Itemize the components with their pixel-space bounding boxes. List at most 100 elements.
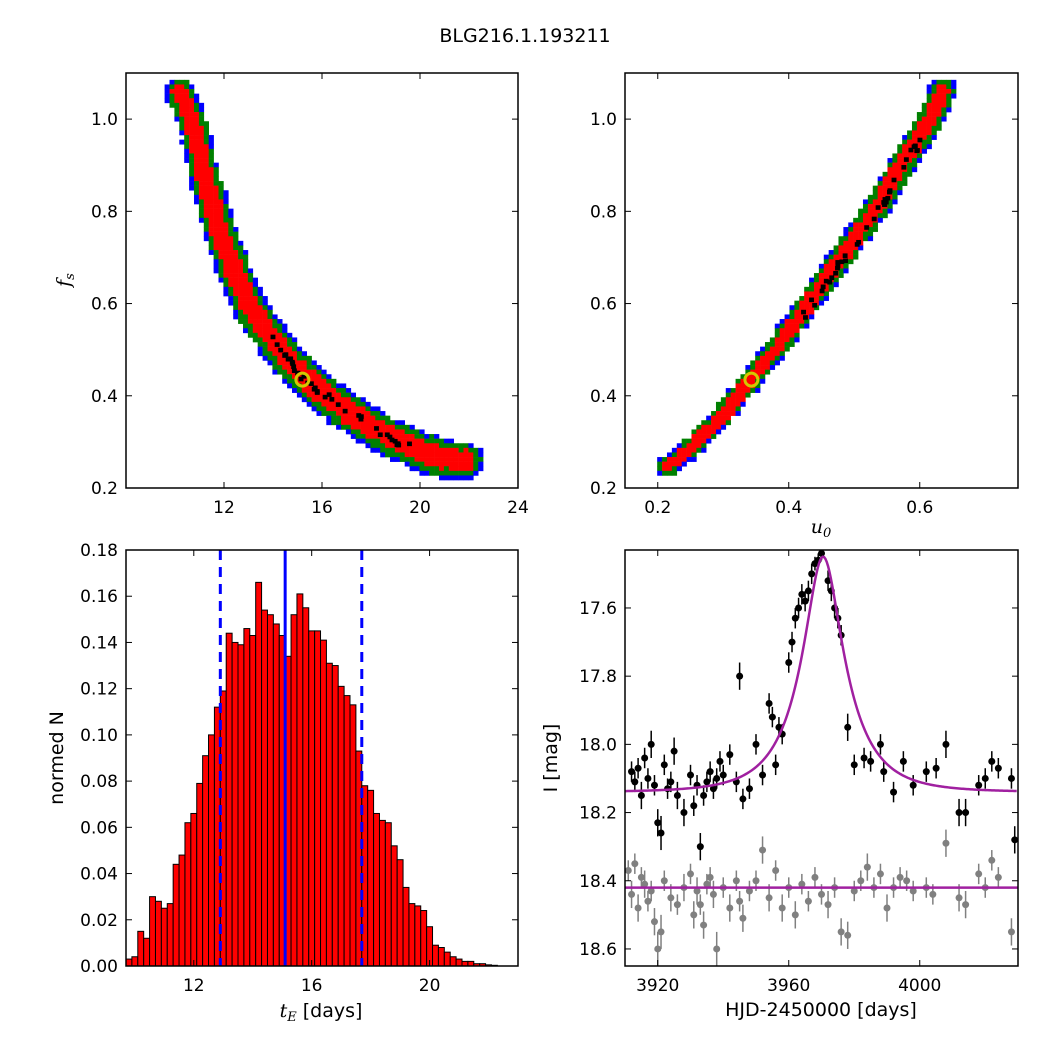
sigma1-cell <box>853 245 859 251</box>
sigma2-cell <box>194 102 200 108</box>
sigma2-cell <box>769 342 776 347</box>
sigma1-cell <box>194 121 200 127</box>
sigma2-cell <box>902 176 908 182</box>
sigma3-cell <box>926 84 932 90</box>
sigma2-cell <box>336 420 342 426</box>
sigma2-cell <box>169 84 175 90</box>
sigma1-cell <box>399 438 405 444</box>
sigma1-cell <box>316 392 322 398</box>
sigma2-cell <box>813 305 820 311</box>
sigma2-cell <box>213 181 219 186</box>
sigma1-cell <box>218 222 224 228</box>
sigma1-cell <box>233 259 239 265</box>
sigma1-cell <box>676 457 682 462</box>
sigma1-cell <box>671 461 678 467</box>
tr-xtick-label: 0.2 <box>644 498 671 518</box>
sigma2-cell <box>946 84 952 90</box>
sigma2-cell <box>921 139 927 145</box>
sigma2-cell <box>838 236 844 242</box>
sigma2-cell <box>233 231 239 237</box>
top-sample-cell <box>278 347 284 353</box>
sigma2-cell <box>872 185 878 191</box>
sigma2-cell <box>203 130 209 136</box>
sigma1-cell <box>247 282 254 288</box>
sigma3-cell <box>394 420 401 426</box>
sigma3-cell <box>760 346 766 352</box>
sigma2-cell <box>326 378 332 384</box>
sigma3-cell <box>666 452 673 458</box>
top-sample-cell <box>374 426 379 431</box>
model-curve <box>625 555 1017 793</box>
top-sample-cell <box>312 385 318 391</box>
sigma3-cell <box>951 84 957 90</box>
sigma3-cell <box>809 314 815 320</box>
sigma1-cell <box>858 227 864 232</box>
sigma2-cell <box>179 121 185 127</box>
sigma2-cell <box>931 125 937 131</box>
sigma1-cell <box>740 392 746 398</box>
tr-xtick-label: 0.6 <box>906 498 933 518</box>
sigma3-cell <box>951 93 957 99</box>
sigma2-cell <box>804 286 810 292</box>
sigma3-cell <box>208 144 214 150</box>
sigma1-cell <box>434 461 440 467</box>
sigma2-cell <box>730 388 736 393</box>
sigma1-cell <box>848 240 854 246</box>
event-point <box>641 754 649 762</box>
sigma3-cell <box>931 135 937 140</box>
br-ytick-label: 18.2 <box>579 804 617 824</box>
sigma1-cell <box>243 305 249 311</box>
sigma1-cell <box>184 112 190 117</box>
sigma1-cell <box>809 305 815 311</box>
sigma1-cell <box>429 457 435 462</box>
event-point <box>768 713 776 721</box>
sigma1-cell <box>390 429 396 435</box>
sigma2-cell <box>375 443 381 449</box>
sigma2-cell <box>867 231 874 237</box>
sigma1-cell <box>331 406 337 412</box>
sigma2-cell <box>872 227 878 232</box>
sigma1-cell <box>311 378 317 384</box>
sigma1-cell <box>194 125 200 131</box>
tr-ytick-label: 0.2 <box>590 479 617 499</box>
sigma2-cell <box>671 466 678 472</box>
bl-ytick-label: 0.10 <box>80 726 118 746</box>
sigma3-cell <box>287 332 293 338</box>
sigma3-cell <box>223 291 229 297</box>
sigma1-cell <box>198 135 205 140</box>
sigma1-cell <box>769 351 776 357</box>
sigma1-cell <box>194 176 200 182</box>
sigma2-cell <box>902 171 908 177</box>
sigma1-cell <box>936 93 942 99</box>
sigma1-cell <box>858 236 864 242</box>
sigma1-cell <box>725 397 731 403</box>
bl-ytick-label: 0.18 <box>80 541 118 561</box>
sigma3-cell <box>380 452 386 458</box>
sigma1-cell <box>174 98 180 104</box>
sigma1-cell <box>916 125 923 131</box>
sigma1-cell <box>882 185 888 191</box>
baseline-point <box>660 877 668 885</box>
sigma1-cell <box>360 406 366 412</box>
event-point <box>1007 774 1015 782</box>
sigma2-cell <box>238 254 244 260</box>
sigma3-cell <box>272 314 278 320</box>
sigma2-cell <box>218 181 224 186</box>
sigma1-cell <box>394 429 401 435</box>
sigma1-cell <box>218 236 224 242</box>
sigma2-cell <box>921 144 927 150</box>
sigma3-cell <box>267 360 273 366</box>
sigma2-cell <box>936 121 942 127</box>
sigma1-cell <box>897 167 903 173</box>
sigma1-cell <box>243 296 249 301</box>
sigma2-cell <box>375 438 381 444</box>
sigma3-cell <box>355 438 361 444</box>
sigma1-cell <box>360 411 366 416</box>
sigma2-cell <box>907 162 913 168</box>
sigma3-cell <box>468 443 474 449</box>
sigma3-cell <box>706 438 712 444</box>
sigma2-cell <box>691 452 697 458</box>
sigma2-cell <box>194 185 200 191</box>
sigma2-cell <box>179 125 185 131</box>
sigma3-cell <box>394 457 401 462</box>
